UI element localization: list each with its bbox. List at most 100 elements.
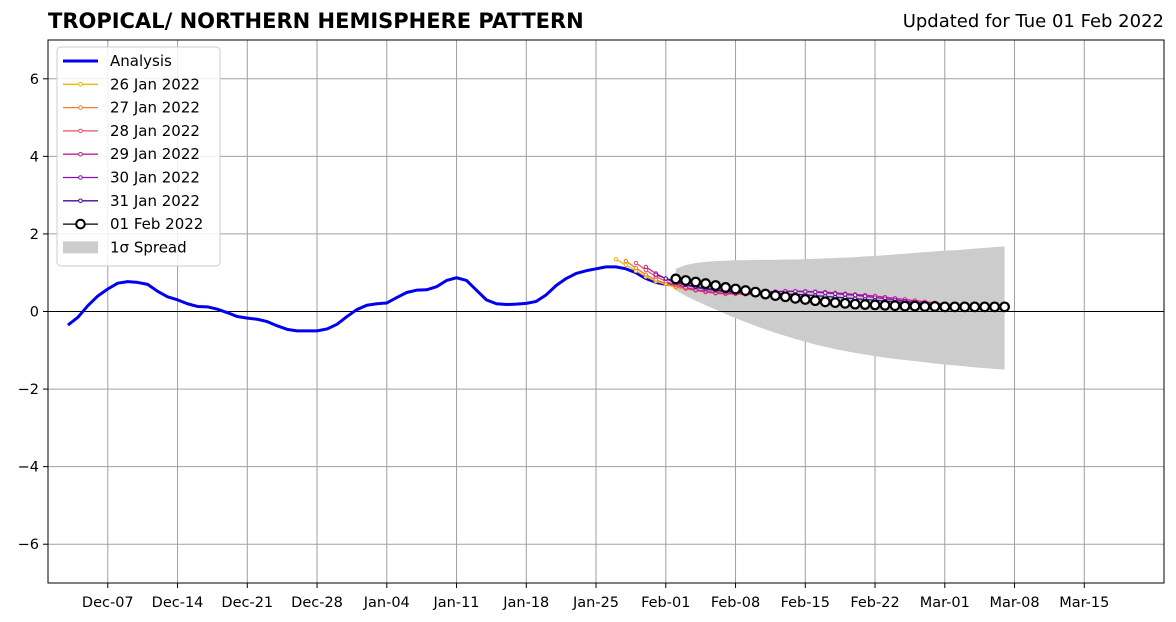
forecast-point [779, 291, 791, 303]
forecast-point [899, 300, 911, 312]
legend-entry-forecast: 28 Jan 2022 [63, 122, 200, 140]
x-tick-label: Jan-04 [363, 595, 410, 611]
forecast-point [832, 291, 838, 296]
x-tick-label: Dec-21 [221, 595, 273, 611]
forecast-point [939, 301, 951, 313]
forecast-point [959, 301, 971, 313]
forecast-point [633, 260, 639, 266]
legend-marker [78, 151, 83, 157]
legend-label: 30 Jan 2022 [110, 169, 200, 187]
forecast-point [720, 282, 731, 293]
forecast-point [859, 299, 871, 310]
forecast-point [700, 278, 712, 289]
forecast-point [680, 275, 692, 286]
x-tick-label: Jan-18 [502, 595, 549, 611]
x-tick-label: Feb-01 [641, 595, 690, 611]
forecast-point [979, 301, 991, 313]
forecast-point [919, 301, 931, 312]
legend-entry-forecast: 29 Jan 2022 [63, 145, 200, 163]
x-tick-label: Dec-28 [291, 595, 343, 611]
forecast-point [653, 272, 659, 277]
analysis-line [67, 265, 676, 333]
forecast-point [623, 258, 629, 264]
forecast-point [842, 292, 848, 297]
legend-label: 27 Jan 2022 [110, 99, 200, 117]
forecast-series [670, 273, 1010, 313]
forecast-point [819, 296, 831, 308]
forecast-point [799, 294, 811, 305]
legend-entry-forecast: 31 Jan 2022 [63, 192, 200, 210]
x-tick-label: Mar-08 [989, 595, 1039, 611]
forecast-point [929, 301, 941, 312]
forecast-point [633, 265, 639, 271]
legend-label: 1σ Spread [110, 238, 187, 256]
y-tick-label: 6 [30, 72, 39, 88]
legend-label: 28 Jan 2022 [110, 122, 200, 140]
updated-date: Updated for Tue 01 Feb 2022 [902, 11, 1164, 32]
y-tick-label: −4 [18, 460, 39, 476]
x-tick-label: Dec-07 [82, 595, 134, 611]
legend-box [56, 46, 221, 267]
forecast-point [999, 301, 1010, 313]
y-tick-label: 2 [30, 227, 39, 243]
forecast-point [710, 280, 722, 291]
forecast-point [750, 286, 761, 298]
forecast-point [730, 283, 741, 295]
forecast-point [989, 301, 1001, 313]
x-tick-label: Feb-22 [850, 595, 899, 611]
forecast-point [690, 276, 702, 288]
forecast-point [909, 300, 921, 312]
legend-label: 26 Jan 2022 [110, 75, 200, 93]
spread-band [675, 246, 1005, 370]
forecast-point [740, 285, 751, 296]
forecast-point [852, 293, 858, 298]
legend-label: 29 Jan 2022 [110, 145, 200, 163]
y-tick-label: 0 [30, 305, 39, 321]
legend: Analysis 26 Jan 2022 27 Jan 2022 28 Jan 202… [56, 46, 221, 267]
legend-label: 01 Feb 2022 [110, 215, 203, 233]
legend-entry-forecast: 26 Jan 2022 [63, 75, 200, 93]
legend-label: Analysis [110, 52, 172, 70]
forecast-point [969, 301, 981, 313]
forecast-point [809, 295, 821, 307]
legend-marker [78, 82, 83, 87]
forecast-point [643, 264, 649, 270]
x-tick-label: Feb-08 [711, 595, 760, 611]
forecast-point [869, 299, 881, 311]
forecast-point [889, 300, 901, 312]
forecast-point [663, 276, 668, 281]
legend-marker [78, 105, 83, 110]
y-tick-label: 4 [30, 149, 39, 165]
legend-entry-analysis: Analysis [63, 52, 172, 70]
forecast-point [849, 298, 861, 310]
forecast-point [789, 292, 801, 304]
forecast-point [813, 289, 818, 295]
y-tick-label: −2 [18, 382, 39, 398]
forecast-point [643, 272, 649, 277]
forecast-point [760, 288, 771, 300]
forecast-point [769, 290, 781, 301]
forecast-point [839, 297, 851, 309]
forecast-point [829, 297, 841, 308]
legend-marker [75, 218, 86, 230]
legend-swatch [63, 241, 98, 254]
forecast-point [949, 301, 961, 313]
legend-entry-spread: 1σ Spread [63, 238, 187, 256]
forecast-point [623, 262, 629, 268]
legend-marker [78, 175, 83, 180]
legend-entry-forecast: 27 Jan 2022 [63, 99, 200, 117]
x-tick-label: Feb-15 [781, 595, 830, 611]
legend-entry-forecast: 30 Jan 2022 [63, 169, 200, 187]
legend-label: 31 Jan 2022 [110, 192, 200, 210]
forecast-point [823, 290, 828, 296]
x-tick-label: Dec-14 [152, 595, 204, 611]
legend-entry-forecast: 01 Feb 2022 [63, 215, 203, 233]
x-tick-label: Jan-11 [433, 595, 480, 611]
forecast-point [670, 273, 682, 285]
x-tick-label: Jan-25 [572, 595, 619, 611]
chart-title: TROPICAL/ NORTHERN HEMISPHERE PATTERN [48, 9, 584, 33]
legend-marker [78, 198, 83, 204]
x-tick-label: Mar-15 [1059, 595, 1109, 611]
y-tick-label: −6 [18, 537, 39, 553]
